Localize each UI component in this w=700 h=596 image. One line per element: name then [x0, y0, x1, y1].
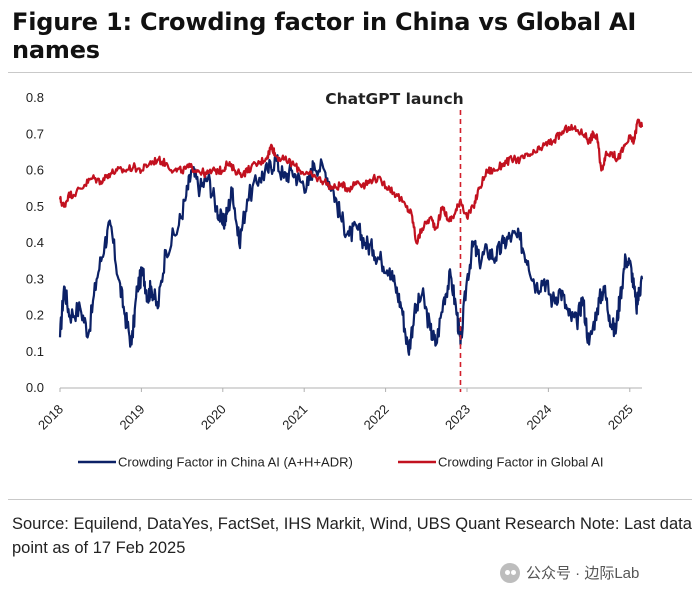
- chart-legend: Crowding Factor in China AI (A+H+ADR) Cro…: [78, 455, 603, 470]
- y-tick-label: 0.0: [26, 380, 44, 395]
- page-title: Figure 1: Crowding factor in China vs Gl…: [12, 8, 637, 64]
- y-tick-label: 0.3: [26, 271, 44, 286]
- chatgpt-launch-label: ChatGPT launch: [325, 90, 463, 108]
- series-line-global-ai: [58, 118, 644, 245]
- y-tick-label: 0.5: [26, 199, 44, 214]
- legend-label: Crowding Factor in Global AI: [438, 455, 603, 470]
- y-tick-label: 0.1: [26, 344, 44, 359]
- x-tick-label: 2024: [523, 402, 554, 433]
- line-chart: 0.0 0.1 0.2 0.3 0.4 0.5 0.6 0.7 0.8 2018 2019 2020…: [26, 90, 644, 470]
- bottom-divider: [8, 499, 692, 500]
- chatgpt-launch-annotation: ChatGPT launch: [325, 90, 464, 392]
- x-tick-label: 2023: [442, 402, 473, 433]
- x-axis: 2018 2019 2020 2021 2022 2023 2024 2025: [35, 388, 636, 433]
- x-tick-label: 2022: [361, 402, 392, 433]
- y-tick-label: 0.2: [26, 308, 44, 323]
- top-divider: [8, 72, 692, 73]
- wechat-icon: [500, 562, 520, 583]
- watermark: 公众号 · 边际Lab: [500, 562, 639, 583]
- y-tick-label: 0.4: [26, 235, 44, 250]
- y-tick-label: 0.7: [26, 126, 44, 141]
- y-axis: 0.0 0.1 0.2 0.3 0.4 0.5 0.6 0.7 0.8: [26, 90, 44, 395]
- source-note: Source: Equilend, DataYes, FactSet, IHS …: [12, 515, 692, 557]
- series-layer: [58, 118, 644, 356]
- y-tick-label: 0.8: [26, 90, 44, 105]
- x-tick-label: 2021: [279, 402, 310, 433]
- watermark-text: 公众号 · 边际Lab: [526, 565, 640, 582]
- x-tick-label: 2020: [198, 402, 229, 433]
- x-tick-label: 2018: [35, 402, 66, 433]
- x-tick-label: 2025: [605, 402, 636, 433]
- y-tick-label: 0.6: [26, 163, 44, 178]
- legend-item-china-ai: Crowding Factor in China AI (A+H+ADR): [78, 455, 353, 470]
- series-line-china-ai: [58, 154, 644, 356]
- legend-item-global-ai: Crowding Factor in Global AI: [398, 455, 603, 470]
- x-tick-label: 2019: [116, 402, 147, 433]
- legend-label: Crowding Factor in China AI (A+H+ADR): [118, 455, 353, 470]
